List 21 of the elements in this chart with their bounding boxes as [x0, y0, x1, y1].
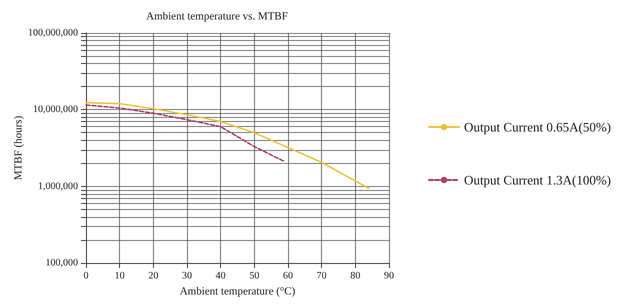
line-series	[85, 104, 286, 162]
x-tick-label: 0	[84, 270, 88, 282]
y-axis-title: MTBF (hours)	[12, 115, 25, 180]
x-tick-label: 30	[182, 270, 192, 282]
x-tick-label: 70	[316, 270, 327, 282]
y-tick-label: 100,000,000	[28, 28, 78, 38]
y-tick-label: 1,000,000	[38, 180, 78, 192]
x-tick-label: 60	[283, 270, 293, 282]
x-tick-label: 90	[384, 270, 394, 282]
legend-label: Output Current 1.3A(100%)	[464, 172, 612, 188]
y-tick-label: 100,000	[46, 258, 78, 268]
y-tick-label: 10,000,000	[33, 104, 78, 116]
chart-title: Ambient temperature vs. MTBF	[146, 10, 288, 22]
x-tick-label: 10	[114, 270, 125, 282]
x-tick-label: 80	[350, 270, 360, 282]
x-tick-label: 40	[216, 270, 226, 282]
x-axis-title: Ambient temperature (°C)	[180, 285, 296, 298]
x-tick-label: 50	[249, 270, 260, 282]
legend-label: Output Current 0.65A(50%)	[464, 120, 612, 134]
x-tick-label: 20	[148, 270, 158, 282]
line-series	[85, 102, 370, 190]
